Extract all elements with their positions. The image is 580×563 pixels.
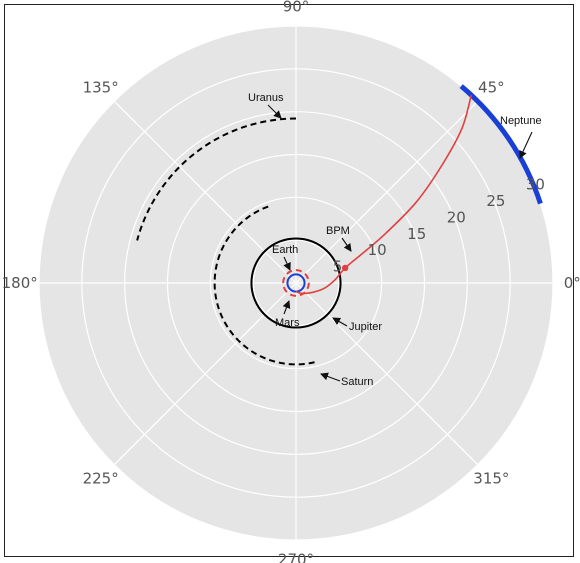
- grid-spoke-135: [113, 100, 297, 284]
- orbit-mars: [282, 269, 310, 297]
- orbit-earth: [286, 273, 306, 293]
- radial-tick-label: 25: [486, 192, 505, 210]
- orbit-neptune: [459, 84, 543, 205]
- angle-tick-label: 90°: [283, 0, 310, 16]
- annotation-arrow-bpm: [341, 237, 352, 252]
- annotation-label-saturn: Saturn: [341, 376, 373, 388]
- annotation-label-bpm: BPM: [326, 225, 350, 237]
- angle-tick-label: 135°: [83, 79, 119, 97]
- angle-tick-label: 225°: [83, 469, 119, 487]
- radial-tick-label: 30: [526, 176, 545, 194]
- grid-spoke-315: [295, 282, 479, 466]
- annotation-label-neptune: Neptune: [500, 115, 542, 127]
- radial-tick-label: 20: [447, 208, 466, 226]
- annotation-arrow-saturn: [320, 372, 341, 382]
- radial-tick-label: 5: [333, 258, 343, 276]
- angle-tick-label: 315°: [473, 469, 509, 487]
- annotation-label-earth: Earth: [272, 244, 298, 256]
- angle-tick-label: 0°: [564, 274, 580, 292]
- grid-spoke-45: [295, 100, 479, 284]
- orbit-saturn: [213, 205, 318, 366]
- annotation-arrow-uranus: [267, 104, 282, 119]
- annotation-arrow-neptune: [519, 131, 533, 159]
- grid-spoke-225: [113, 282, 297, 466]
- angle-tick-label: 45°: [478, 79, 505, 97]
- annotation-label-jupiter: Jupiter: [349, 321, 382, 333]
- trajectory-bpm: [295, 94, 473, 295]
- annotation-arrow-earth: [283, 256, 291, 271]
- radial-tick-label: 10: [368, 241, 387, 259]
- radial-tick-label: 15: [407, 225, 426, 243]
- annotation-arrow-mars: [282, 300, 291, 315]
- orbit-uranus: [136, 117, 297, 241]
- bpm-marker: [341, 264, 349, 272]
- annotation-label-mars: Mars: [275, 317, 300, 329]
- annotation-arrow-jupiter: [332, 317, 348, 327]
- angle-tick-label: 270°: [278, 550, 314, 563]
- angle-tick-label: 180°: [2, 274, 38, 292]
- annotation-label-uranus: Uranus: [248, 92, 284, 104]
- orbit-jupiter: [250, 237, 342, 329]
